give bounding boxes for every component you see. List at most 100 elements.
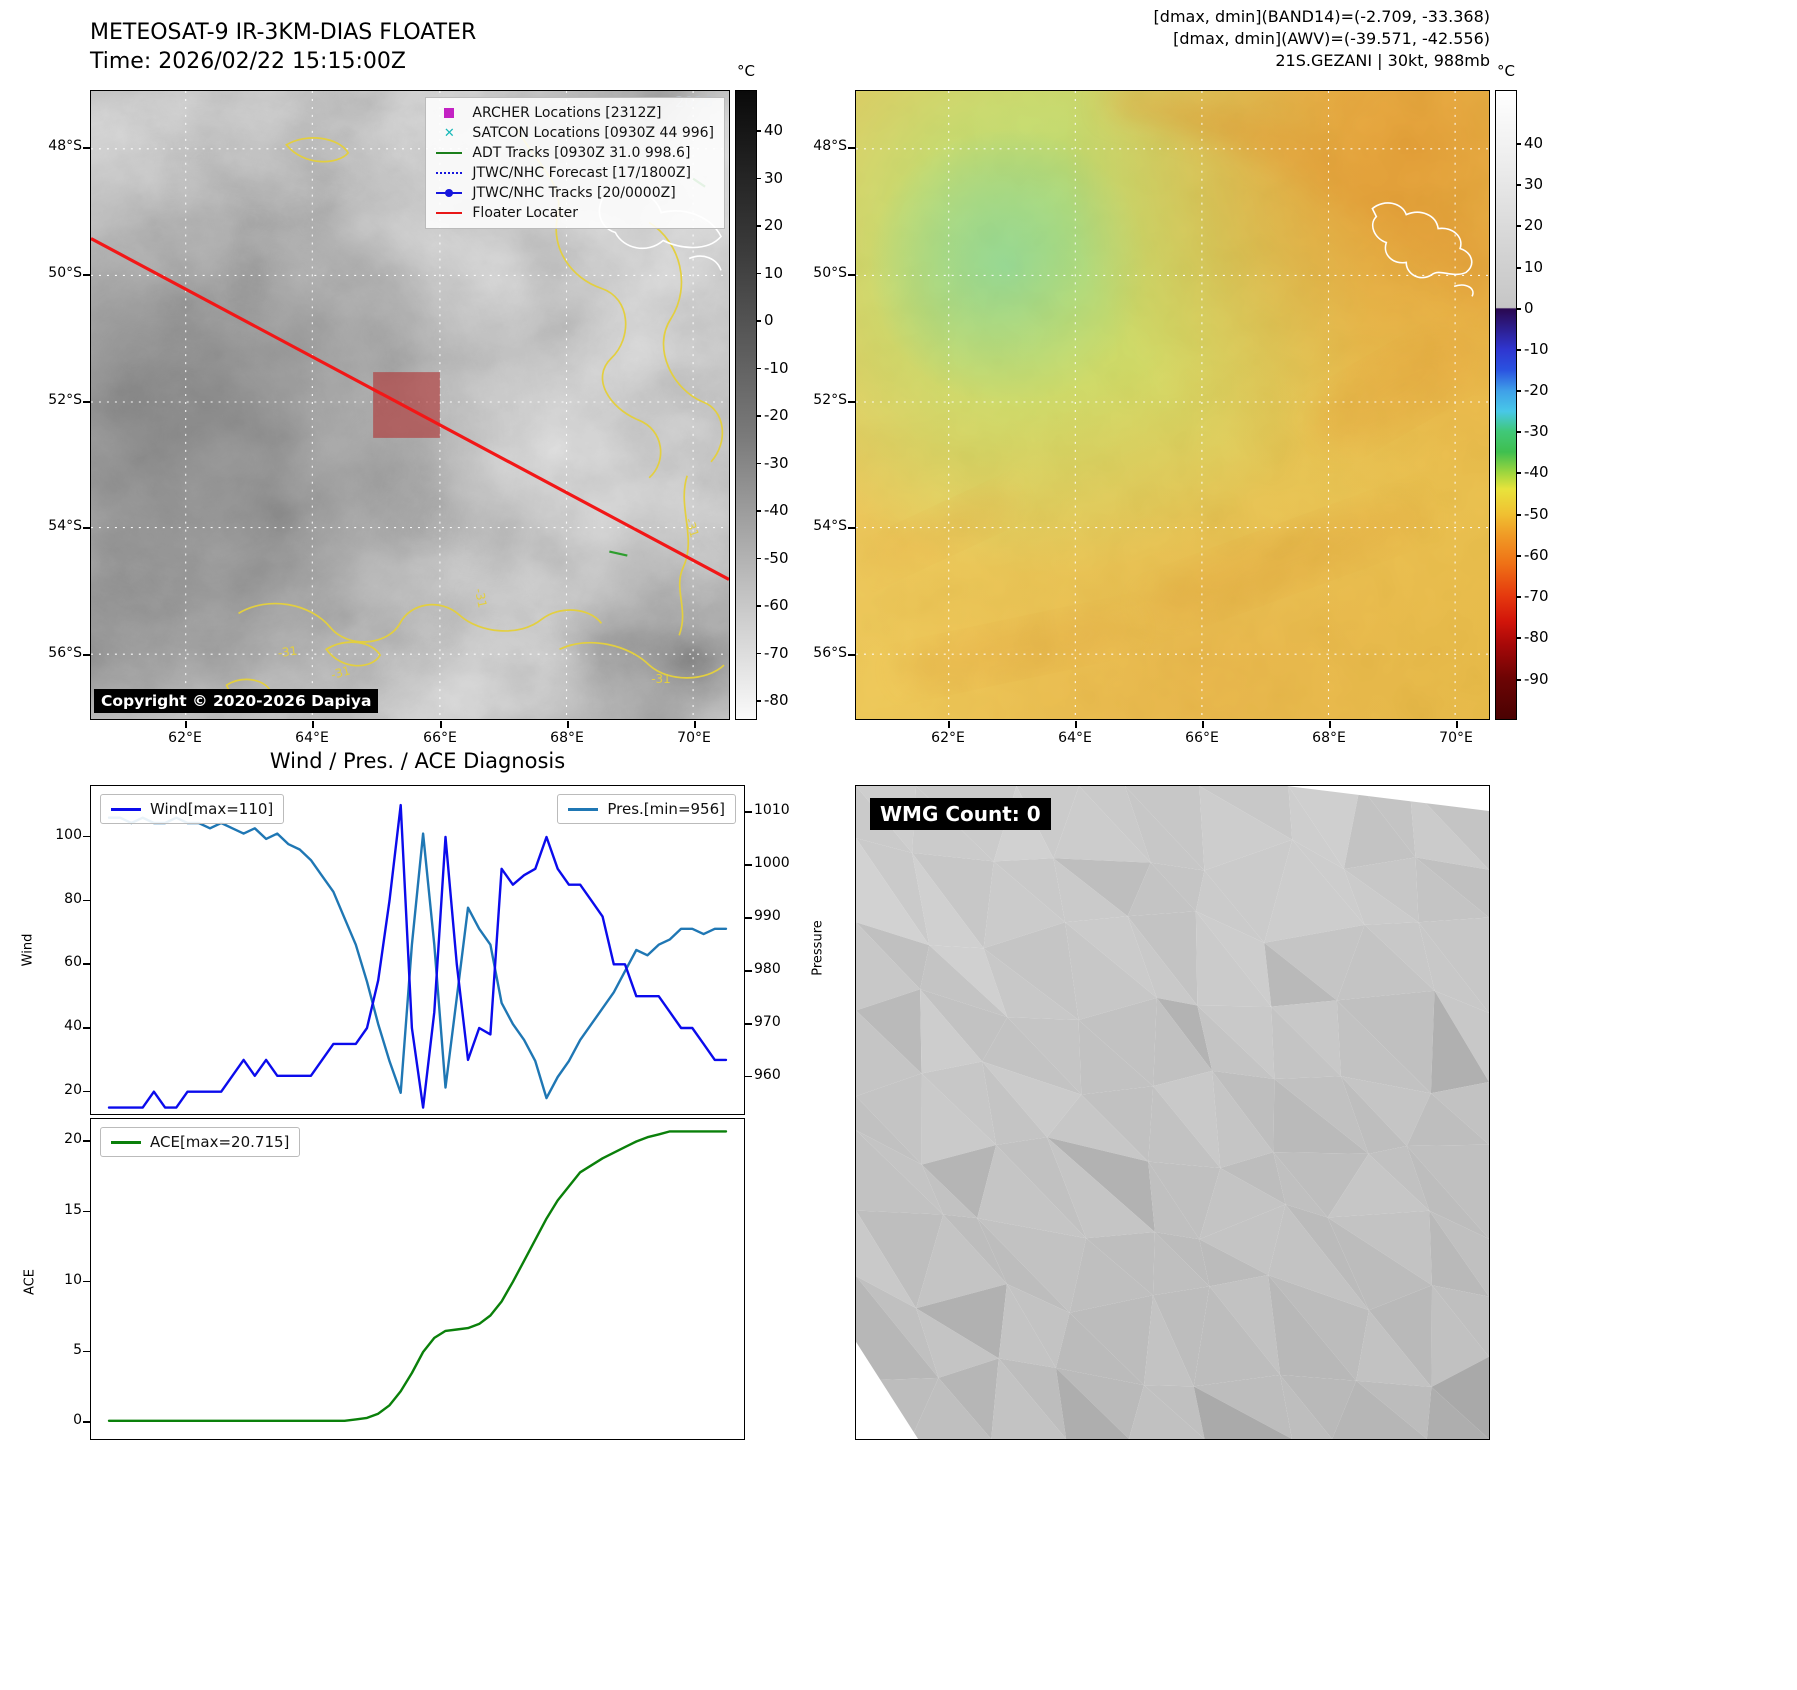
colorbar-tick-label: -20 (764, 406, 789, 424)
tick-mark (694, 721, 696, 728)
tick-mark (1517, 390, 1521, 392)
colorbar-tick-label: -50 (1524, 505, 1549, 523)
ir-temp-contours (225, 128, 725, 702)
floater-target-box (373, 372, 440, 438)
tick-mark (1517, 431, 1521, 433)
tick-mark (757, 130, 761, 132)
contour-labels: -31 -31 -31 -31 -31 (277, 516, 702, 686)
ir-panel-time: Time: 2026/02/22 15:15:00Z (90, 49, 406, 74)
colorbar-tick-label: 10 (1524, 258, 1544, 276)
ir-colorbar-unit: °C (737, 62, 755, 80)
colorbar-tick-label: -80 (764, 691, 789, 709)
contour-label: -31 (651, 672, 671, 686)
colorbar-tick-label: 30 (764, 168, 784, 187)
tick-mark (1456, 721, 1458, 728)
tick-mark (83, 1090, 90, 1093)
wind-tick-label: 40 (64, 1018, 82, 1035)
wind-legend-label: Wind[max=110] (150, 800, 274, 818)
tick-mark (1517, 596, 1521, 598)
lon-tick-label: 68°E (550, 730, 584, 746)
tick-mark (848, 654, 855, 656)
tick-mark (745, 1023, 752, 1025)
legend-item: ✕ SATCON Locations [0930Z 44 996] (434, 125, 714, 141)
contour-label: -31 (277, 644, 298, 661)
lon-tick-label: 70°E (677, 730, 711, 746)
contour-label: -31 (682, 516, 701, 539)
ace-tick-label: 20 (64, 1131, 82, 1148)
tick-mark (83, 1280, 90, 1283)
colorbar-tick-label: -90 (1524, 670, 1549, 688)
tick-mark (745, 970, 752, 972)
tick-mark (745, 917, 752, 919)
tick-mark (848, 147, 855, 149)
tick-mark (83, 1210, 90, 1213)
tick-mark (757, 367, 761, 369)
colorbar-tick-label: -40 (1524, 463, 1549, 481)
tick-mark (757, 652, 761, 654)
lat-tick-label: 56°S (813, 645, 847, 661)
ir-satellite-map: -31-31-31-31-31 2026 ARCHER Locations [2… (90, 90, 730, 720)
tick-mark (83, 1027, 90, 1029)
awv-header-awv: [dmax, dmin](AWV)=(-39.571, -42.556) (1173, 29, 1490, 48)
colorbar-tick-label: 10 (764, 263, 784, 282)
wmg-panel: WMG Count: 0 (855, 785, 1490, 1440)
tick-mark (745, 811, 752, 813)
colorbar-tick-label: -60 (764, 596, 789, 614)
tick-mark (757, 177, 761, 179)
tick-mark (848, 527, 855, 529)
ace-legend-label: ACE[max=20.715] (150, 1133, 290, 1151)
tick-mark (1517, 514, 1521, 516)
tick-mark (83, 401, 90, 403)
wind-tick-label: 100 (55, 826, 82, 843)
colorbar-tick-label: 40 (764, 121, 784, 139)
colorbar-tick-label: 20 (1524, 216, 1544, 234)
chart-line (107, 803, 728, 1109)
wmg-white-sliver (1286, 786, 1489, 812)
ace-line-sample-icon (111, 1140, 141, 1144)
tick-mark (757, 415, 761, 417)
tick-mark (1517, 679, 1521, 681)
pressure-tick-label: 990 (754, 908, 781, 925)
lon-tick-label: 64°E (295, 730, 329, 746)
pressure-tick-label: 1010 (754, 802, 790, 819)
tick-mark (757, 557, 761, 559)
tick-mark (757, 700, 761, 702)
pressure-legend: Pres.[min=956] (557, 794, 736, 824)
colorbar-tick-label: 20 (764, 216, 784, 234)
tick-mark (745, 1075, 752, 1078)
colorbar-tick-label: -70 (764, 643, 789, 662)
pressure-tick-label: 970 (754, 1014, 781, 1031)
ace-tick-label: 15 (64, 1201, 82, 1218)
ace-tick-label: 5 (73, 1341, 82, 1358)
colorbar-tick-label: -50 (764, 548, 789, 567)
wmg-mesh (856, 786, 1489, 1439)
tick-mark (757, 320, 761, 322)
tick-mark (83, 1421, 90, 1423)
tick-mark (312, 721, 314, 728)
lat-tick-label: 48°S (813, 138, 847, 154)
awv-graticule (856, 91, 1489, 719)
dotted-marker-icon (434, 172, 464, 174)
wind-tick-label: 80 (64, 890, 82, 907)
awv-satellite-map (855, 90, 1490, 720)
wind-legend: Wind[max=110] (100, 794, 285, 824)
tick-mark (757, 510, 761, 512)
wind-pressure-chart: Wind[max=110] Pres.[min=956] (90, 785, 745, 1115)
contour-label: -31 (472, 587, 490, 609)
colorbar-tick-label: -10 (1524, 340, 1549, 358)
tick-mark (567, 721, 569, 728)
lon-tick-label: 70°E (1439, 730, 1473, 746)
wind-tick-label: 20 (64, 1081, 82, 1098)
pressure-axis-label: Pressure (810, 920, 826, 976)
ace-axis-label: ACE (22, 1269, 38, 1295)
lat-tick-label: 52°S (813, 392, 847, 408)
ir-panel-title: METEOSAT-9 IR-3KM-DIAS FLOATER (90, 20, 477, 45)
legend-item: JTWC/NHC Forecast [17/1800Z] (434, 165, 714, 181)
lon-tick-label: 62°E (931, 730, 965, 746)
lon-tick-label: 68°E (1312, 730, 1346, 746)
lon-tick-label: 66°E (1185, 730, 1219, 746)
tick-mark (1517, 472, 1521, 474)
ace-chart: ACE[max=20.715] (90, 1118, 745, 1440)
tick-mark (83, 527, 90, 529)
